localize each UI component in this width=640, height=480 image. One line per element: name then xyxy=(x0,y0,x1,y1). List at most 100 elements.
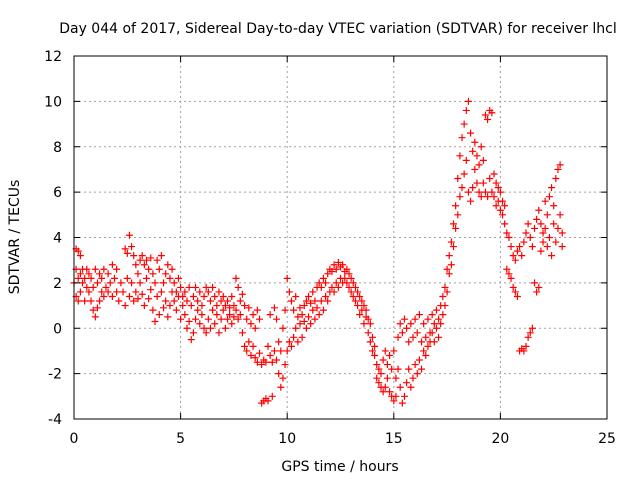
data-point xyxy=(189,329,197,337)
data-point xyxy=(147,254,155,262)
data-point xyxy=(89,306,97,314)
data-point xyxy=(294,338,302,346)
data-point xyxy=(217,297,225,305)
data-point xyxy=(311,297,319,305)
data-point xyxy=(270,347,278,355)
data-point xyxy=(123,274,131,282)
data-point xyxy=(204,288,212,296)
data-point xyxy=(407,320,415,328)
data-point xyxy=(464,97,472,105)
data-point xyxy=(187,336,195,344)
data-point xyxy=(147,286,155,294)
data-point xyxy=(266,311,274,319)
data-point xyxy=(364,315,372,323)
data-point xyxy=(396,320,404,328)
data-point xyxy=(507,243,515,251)
data-point xyxy=(499,211,507,219)
data-point xyxy=(430,338,438,346)
data-point xyxy=(552,175,560,183)
data-point xyxy=(366,338,374,346)
data-point xyxy=(264,397,272,405)
x-tick-labels: 0 5 10 15 20 25 xyxy=(70,431,616,447)
data-point xyxy=(418,365,426,373)
data-point xyxy=(264,342,272,350)
data-point xyxy=(189,292,197,300)
x-tick-label: 10 xyxy=(278,431,296,447)
data-point xyxy=(526,329,534,337)
chart-title: Day 044 of 2017, Sidereal Day-to-day VTE… xyxy=(59,21,617,37)
data-point xyxy=(142,256,150,264)
data-point xyxy=(432,324,440,332)
data-point xyxy=(236,311,244,319)
data-point xyxy=(435,333,443,341)
data-point xyxy=(307,299,315,307)
data-point xyxy=(516,243,524,251)
data-point xyxy=(277,347,285,355)
data-point xyxy=(128,243,136,251)
data-point xyxy=(413,370,421,378)
data-point xyxy=(473,179,481,187)
data-point xyxy=(287,342,295,350)
data-point xyxy=(413,329,421,337)
data-point xyxy=(172,288,180,296)
data-point xyxy=(241,302,249,310)
data-point xyxy=(179,292,187,300)
data-point xyxy=(170,279,178,287)
data-point xyxy=(134,270,142,278)
data-point xyxy=(74,247,82,255)
data-point xyxy=(187,302,195,310)
data-point xyxy=(358,297,366,305)
data-point xyxy=(381,383,389,391)
data-point xyxy=(168,265,176,273)
data-point xyxy=(454,175,462,183)
data-point xyxy=(415,311,423,319)
data-point xyxy=(132,288,140,296)
data-point xyxy=(430,320,438,328)
data-point xyxy=(479,156,487,164)
data-point xyxy=(484,193,492,201)
data-point xyxy=(501,202,509,210)
data-point xyxy=(111,274,119,282)
data-point xyxy=(108,261,116,269)
data-point xyxy=(292,324,300,332)
data-point xyxy=(383,374,391,382)
data-point xyxy=(356,311,364,319)
data-point xyxy=(351,283,359,291)
data-point xyxy=(309,288,317,296)
data-point xyxy=(558,243,566,251)
data-point xyxy=(283,274,291,282)
data-point xyxy=(108,292,116,300)
y-tick-label: -4 xyxy=(48,412,62,428)
data-point xyxy=(162,297,170,305)
data-point xyxy=(281,361,289,369)
data-point xyxy=(494,184,502,192)
data-point xyxy=(100,265,108,273)
data-points xyxy=(70,97,566,407)
data-point xyxy=(354,288,362,296)
data-point xyxy=(132,261,140,269)
data-point xyxy=(232,306,240,314)
data-point xyxy=(545,193,553,201)
data-point xyxy=(89,283,97,291)
axis-ticks xyxy=(73,55,608,420)
data-point xyxy=(509,283,517,291)
data-point xyxy=(458,134,466,142)
data-point xyxy=(505,270,513,278)
data-point xyxy=(236,297,244,305)
data-point xyxy=(98,288,106,296)
data-point xyxy=(123,249,131,257)
data-point xyxy=(537,247,545,255)
data-point xyxy=(98,274,106,282)
data-point xyxy=(145,295,153,303)
data-point xyxy=(194,306,202,314)
data-point xyxy=(113,265,121,273)
data-point xyxy=(368,333,376,341)
data-point xyxy=(460,170,468,178)
data-point xyxy=(151,279,159,287)
data-point xyxy=(91,313,99,321)
data-point xyxy=(428,329,436,337)
data-point xyxy=(211,320,219,328)
data-point xyxy=(134,295,142,303)
data-point xyxy=(496,206,504,214)
data-point xyxy=(202,329,210,337)
